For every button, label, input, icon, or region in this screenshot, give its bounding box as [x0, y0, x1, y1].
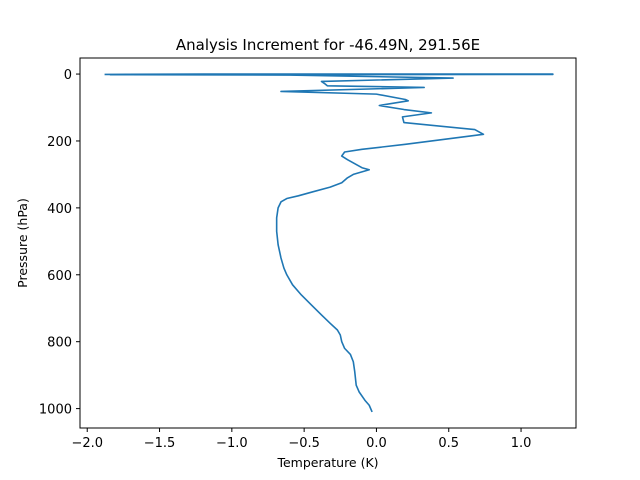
x-axis-label: Temperature (K) [276, 455, 378, 470]
series-line-0 [104, 73, 554, 413]
x-tick-label: 1.0 [511, 436, 532, 451]
x-tick-label: −1.5 [144, 436, 176, 451]
y-axis-label: Pressure (hPa) [15, 198, 30, 288]
y-tick-label: 600 [47, 269, 72, 284]
x-tick-label: 0.5 [438, 436, 459, 451]
y-tick-label: 0 [64, 68, 72, 83]
y-tick-label: 200 [47, 135, 72, 150]
x-axis-ticks: −2.0 −1.5 −1.0 −0.5 0.0 0.5 1.0 [71, 428, 531, 451]
x-tick-label: −2.0 [71, 436, 103, 451]
x-tick-label: −1.0 [216, 436, 248, 451]
y-tick-label: 800 [47, 336, 72, 351]
chart-title: Analysis Increment for -46.49N, 291.56E [176, 36, 480, 54]
x-tick-label: 0.0 [366, 436, 387, 451]
x-tick-label: −0.5 [288, 436, 320, 451]
y-tick-label: 1000 [39, 403, 72, 418]
plot-area [79, 57, 577, 429]
y-axis-ticks: 0 200 400 600 800 1000 [39, 68, 80, 418]
y-tick-label: 400 [47, 202, 72, 217]
axes-frame [79, 57, 577, 429]
series-layer [104, 73, 554, 413]
